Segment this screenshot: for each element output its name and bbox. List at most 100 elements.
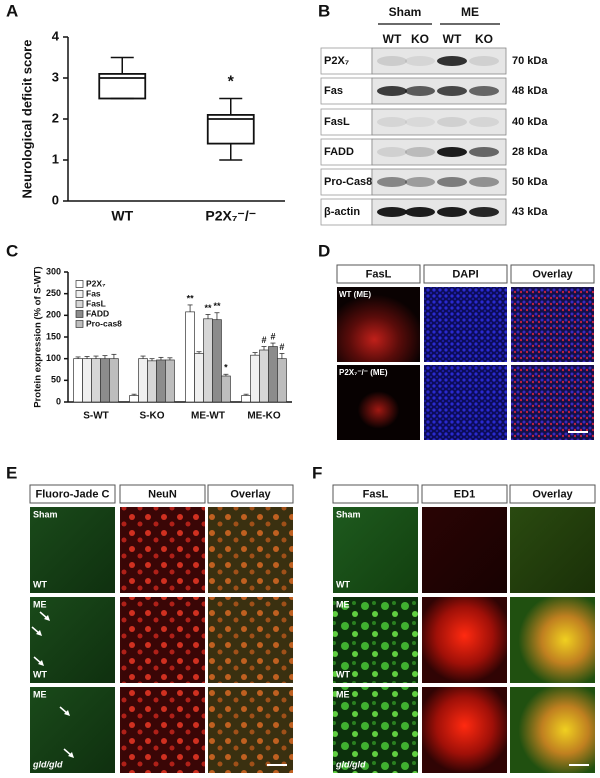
row-label: WT xyxy=(33,579,47,589)
column-header-box xyxy=(119,484,206,504)
blot-band xyxy=(469,56,499,66)
bar xyxy=(277,358,287,403)
bar xyxy=(91,358,101,403)
micrograph xyxy=(208,507,293,593)
micrograph xyxy=(422,507,507,593)
blot-band xyxy=(469,207,499,217)
significance: # xyxy=(261,335,266,345)
blot-label-box xyxy=(320,108,373,136)
bar xyxy=(212,319,222,403)
legend-label: Fas xyxy=(86,288,101,298)
bar xyxy=(268,346,278,403)
group-label: Sham xyxy=(389,5,422,19)
column-header-box xyxy=(421,484,508,504)
column-header: NeuN xyxy=(148,488,177,500)
legend-swatch xyxy=(75,300,84,308)
blot-row-label: Fas xyxy=(324,85,343,97)
legend-swatch xyxy=(75,310,84,318)
y-tick-label: 50 xyxy=(51,375,61,385)
arrowhead xyxy=(44,615,50,621)
blot-band xyxy=(405,86,435,96)
micrograph xyxy=(511,287,594,362)
blot-size: 48 kDa xyxy=(512,85,548,97)
significance: * xyxy=(224,363,228,373)
x-tick-label: ME-KO xyxy=(247,411,281,422)
bar xyxy=(73,358,83,403)
blot-band xyxy=(437,177,467,187)
column-header-box xyxy=(332,484,419,504)
y-axis-label: Protein expression (% of S-WT) xyxy=(33,266,44,407)
x-tick-label: S-WT xyxy=(83,411,109,422)
blot-band xyxy=(405,56,435,66)
blot-band xyxy=(405,207,435,217)
significance: ** xyxy=(204,303,212,313)
blot-band xyxy=(377,177,407,187)
column-header-box xyxy=(509,484,596,504)
blot-row-label: FADD xyxy=(324,146,354,158)
micrograph xyxy=(424,287,507,362)
blot-band xyxy=(437,147,467,157)
micrograph xyxy=(208,687,293,773)
column-header: Fluoro-Jade C xyxy=(36,488,110,500)
y-tick-label: 1 xyxy=(52,151,59,166)
lane-label: KO xyxy=(475,32,493,46)
y-tick-label: 150 xyxy=(46,331,61,341)
micrograph xyxy=(30,507,115,593)
column-header: Overlay xyxy=(532,268,573,280)
y-axis-label: Neurological deficit score xyxy=(19,40,34,199)
micrograph xyxy=(30,597,115,683)
blot-row-label: Pro-Cas8 xyxy=(324,176,372,188)
panel-label: A xyxy=(6,1,18,20)
micrograph xyxy=(120,687,205,773)
significance: ** xyxy=(213,301,221,311)
micrograph xyxy=(510,507,595,593)
blot-size: 43 kDa xyxy=(512,206,548,218)
micrograph xyxy=(337,365,420,440)
blot-label-box xyxy=(320,168,373,196)
bar xyxy=(241,395,251,403)
column-header: ED1 xyxy=(454,488,475,500)
legend-swatch xyxy=(75,320,84,328)
column-header: Overlay xyxy=(532,488,573,500)
blot-band xyxy=(469,177,499,187)
y-tick-label: 300 xyxy=(46,266,61,276)
significance: # xyxy=(270,331,275,341)
blot-band xyxy=(405,177,435,187)
bar xyxy=(147,360,157,403)
bar xyxy=(221,375,231,403)
blot-band xyxy=(469,117,499,127)
blot-band xyxy=(437,207,467,217)
micrograph xyxy=(333,687,418,773)
bar xyxy=(194,353,204,403)
y-tick-label: 2 xyxy=(52,110,59,125)
panel-label: F xyxy=(312,463,322,482)
y-tick-label: 0 xyxy=(56,396,61,406)
y-tick-label: 100 xyxy=(46,353,61,363)
micrograph xyxy=(337,287,420,362)
micrograph xyxy=(422,597,507,683)
blot-band xyxy=(469,147,499,157)
blot-label-box xyxy=(320,198,373,226)
legend-label: FADD xyxy=(86,308,109,318)
bar xyxy=(129,395,139,403)
blot-size: 70 kDa xyxy=(512,55,548,67)
significance: # xyxy=(279,342,284,352)
x-tick-label: P2X₇⁻/⁻ xyxy=(205,208,256,224)
blot-band xyxy=(469,86,499,96)
row-label: Sham xyxy=(336,509,361,519)
row-label: WT (ME) xyxy=(339,290,371,299)
legend-swatch xyxy=(75,290,84,298)
panel-label: E xyxy=(6,463,17,482)
row-label: WT xyxy=(33,669,47,679)
column-header: FasL xyxy=(363,488,389,500)
row-label: WT xyxy=(336,579,350,589)
blot-label-box xyxy=(320,138,373,166)
bar xyxy=(100,358,110,403)
micrograph xyxy=(333,507,418,593)
lane-label: WT xyxy=(383,32,402,46)
row-label: gld/gld xyxy=(32,759,63,769)
arrowhead xyxy=(36,630,42,636)
micrograph xyxy=(422,687,507,773)
arrowhead xyxy=(68,752,74,758)
